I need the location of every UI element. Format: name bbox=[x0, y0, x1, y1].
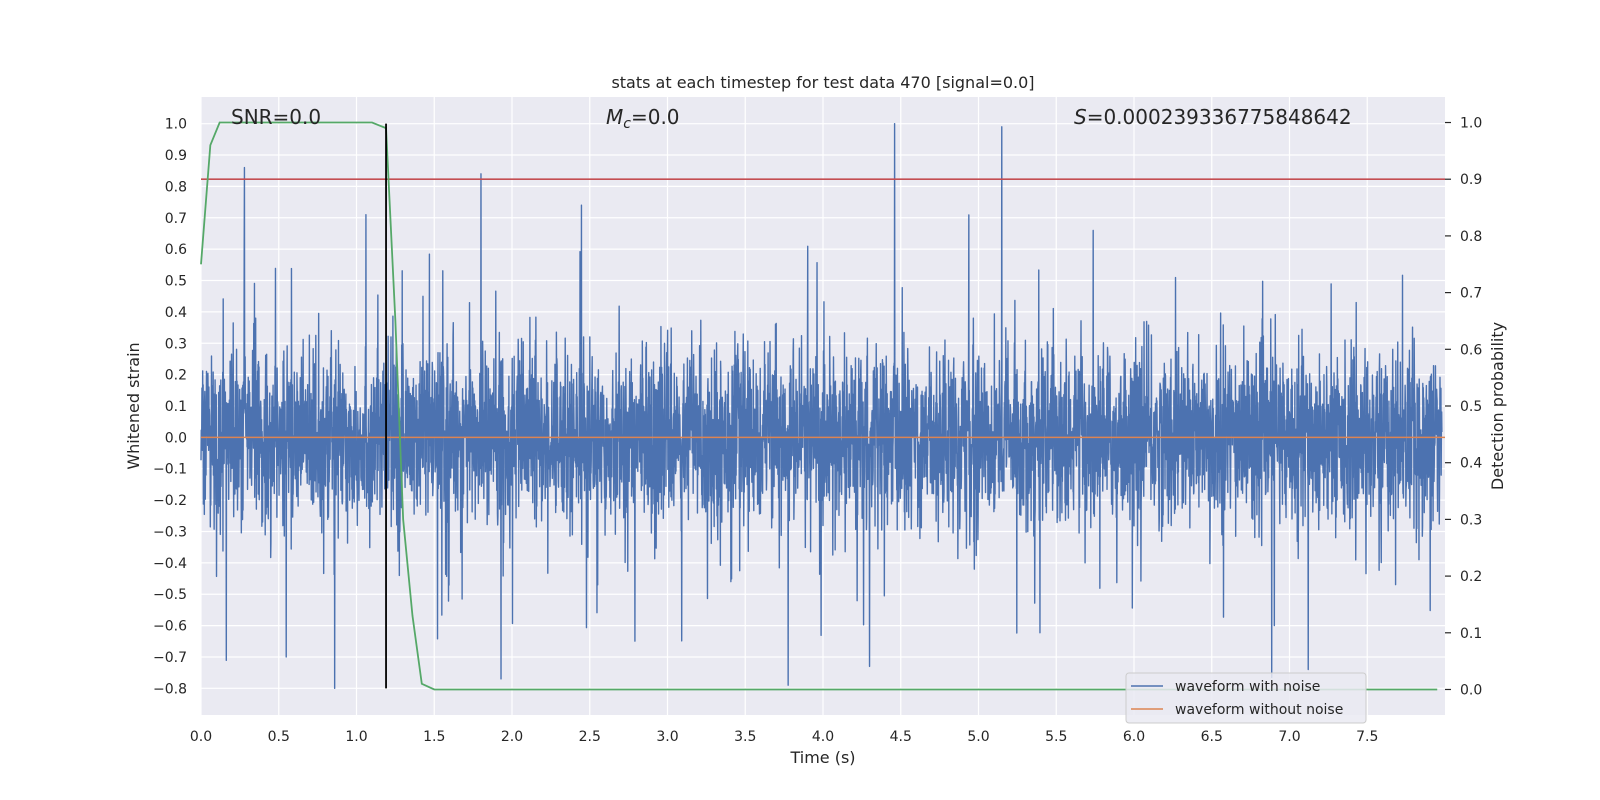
y-axis-label-left: Whitened strain bbox=[124, 342, 143, 469]
y-left-tick-label-17: −0.7 bbox=[153, 650, 187, 666]
x-tick-label-14: 7.0 bbox=[1278, 729, 1300, 745]
x-tick-label-10: 5.0 bbox=[967, 729, 989, 745]
legend-label-clean: waveform without noise bbox=[1175, 702, 1343, 718]
y-right-tick-label-5: 0.5 bbox=[1460, 399, 1482, 415]
y-axis-label-right: Detection probability bbox=[1488, 322, 1507, 490]
x-tick-label-5: 2.5 bbox=[579, 729, 601, 745]
x-tick-label-12: 6.0 bbox=[1123, 729, 1145, 745]
x-tick-label-9: 4.5 bbox=[890, 729, 912, 745]
y-right-tick-label-1: 0.9 bbox=[1460, 172, 1482, 188]
y-left-tick-label-0: 1.0 bbox=[165, 117, 187, 133]
axes: 0.0 0.5 1.0 1.5 2.0 2.5 3.0 3.5 4.0 4.5 5.0 5.5 6.0 6… bbox=[153, 116, 1482, 745]
y-left-tick-label-2: 0.8 bbox=[165, 179, 187, 195]
y-right-tick-label-7: 0.3 bbox=[1460, 512, 1482, 528]
y-left-tick-label-13: −0.3 bbox=[153, 524, 187, 540]
y-left-tick-label-8: 0.2 bbox=[165, 368, 187, 384]
snr-annotation: SNR=0.0 bbox=[231, 105, 321, 129]
chart-title: stats at each timestep for test data 470… bbox=[611, 73, 1034, 92]
x-tick-label-8: 4.0 bbox=[812, 729, 834, 745]
y-left-tick-label-6: 0.4 bbox=[165, 305, 187, 321]
y-right-tick-label-6: 0.4 bbox=[1460, 456, 1482, 472]
chirp-mass-subscript: c bbox=[623, 116, 631, 132]
plot-area bbox=[200, 97, 1445, 715]
x-tick-label-15: 7.5 bbox=[1356, 729, 1378, 745]
y-right-tick-label-0: 1.0 bbox=[1460, 116, 1482, 132]
y-right-tick-label-9: 0.1 bbox=[1460, 626, 1482, 642]
statistic-symbol: S bbox=[1074, 105, 1087, 129]
x-tick-label-1: 0.5 bbox=[268, 729, 290, 745]
y-left-tick-label-5: 0.5 bbox=[165, 274, 187, 290]
chirp-mass-value: =0.0 bbox=[631, 105, 680, 129]
y-left-tick-label-11: −0.1 bbox=[153, 462, 187, 478]
y-left-tick-label-3: 0.7 bbox=[165, 211, 187, 227]
legend: waveform with noise waveform without noi… bbox=[1125, 672, 1367, 724]
series-detection-probability bbox=[200, 121, 1438, 691]
x-axis-label: Time (s) bbox=[789, 748, 855, 767]
y-left-tick-label-14: −0.4 bbox=[153, 556, 187, 572]
x-tick-label-13: 6.5 bbox=[1201, 729, 1223, 745]
x-tick-label-11: 5.5 bbox=[1045, 729, 1067, 745]
y-left-tick-label-18: −0.8 bbox=[153, 681, 187, 697]
x-tick-label-3: 1.5 bbox=[423, 729, 445, 745]
y-left-tick-label-7: 0.3 bbox=[165, 336, 187, 352]
y-right-tick-label-10: 0.0 bbox=[1460, 682, 1482, 698]
x-tick-label-2: 1.0 bbox=[345, 729, 367, 745]
x-tick-label-0: 0.0 bbox=[190, 729, 212, 745]
y-right-tick-label-8: 0.2 bbox=[1460, 569, 1482, 585]
y-right-tick-label-3: 0.7 bbox=[1460, 286, 1482, 302]
x-tick-label-4: 2.0 bbox=[501, 729, 523, 745]
series-layer bbox=[200, 121, 1445, 691]
y-left-tick-label-1: 0.9 bbox=[165, 148, 187, 164]
y-left-tick-label-12: −0.2 bbox=[153, 493, 187, 509]
legend-label-noisy: waveform with noise bbox=[1175, 679, 1320, 695]
statistic-value: =0.000239336775848642 bbox=[1087, 105, 1352, 129]
x-tick-label-6: 3.0 bbox=[656, 729, 678, 745]
legend-box bbox=[1125, 672, 1367, 724]
x-tick-label-7: 3.5 bbox=[734, 729, 756, 745]
snr-statistic-annotation: S=0.000239336775848642 bbox=[1074, 105, 1352, 129]
series-waveform-with-noise bbox=[200, 122, 1443, 690]
y-left-tick-label-15: −0.5 bbox=[153, 587, 187, 603]
y-left-tick-label-4: 0.6 bbox=[165, 242, 187, 258]
chirp-mass-annotation: Mc=0.0 bbox=[606, 105, 680, 132]
y-left-tick-label-16: −0.6 bbox=[153, 619, 187, 635]
chirp-mass-symbol: M bbox=[606, 105, 623, 129]
y-right-tick-label-2: 0.8 bbox=[1460, 229, 1482, 245]
y-right-tick-label-4: 0.6 bbox=[1460, 342, 1482, 358]
y-left-tick-label-9: 0.1 bbox=[165, 399, 187, 415]
y-left-tick-label-10: 0.0 bbox=[165, 430, 187, 446]
